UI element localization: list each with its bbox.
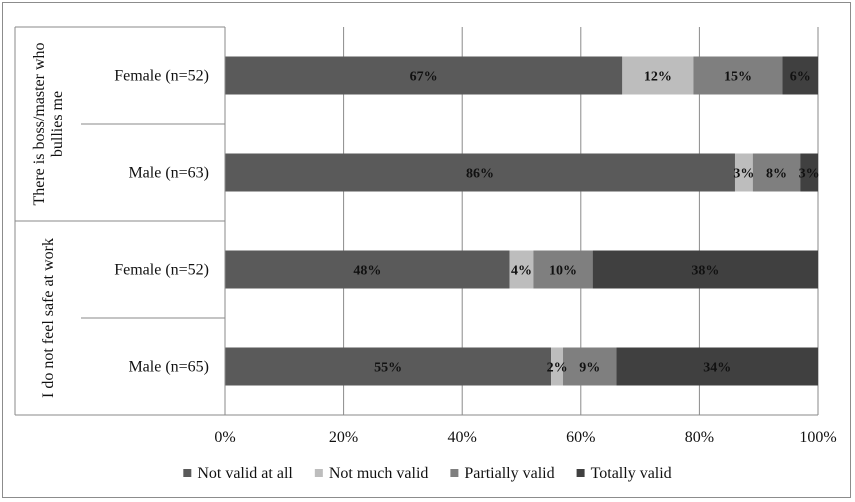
x-tick-label: 80% <box>685 429 714 446</box>
category-label: Male (n=63) <box>128 165 209 182</box>
legend-label: Totally valid <box>591 465 672 482</box>
bar-segment <box>563 347 617 386</box>
bar-segment <box>225 56 623 95</box>
legend-swatch <box>183 469 192 477</box>
x-tick-label: 100% <box>799 429 836 446</box>
bar-segment <box>782 56 818 95</box>
legend-label: Not valid at all <box>197 465 293 482</box>
data-label: 34% <box>703 361 731 376</box>
legend-label: Not much valid <box>329 465 429 482</box>
x-tick-label: 20% <box>329 429 358 446</box>
bar-segment <box>592 250 818 289</box>
category-label: Male (n=65) <box>128 359 209 376</box>
bar-segment <box>551 347 564 386</box>
bar-segment <box>734 153 753 192</box>
bar-segment <box>509 250 534 289</box>
category-label: Female (n=52) <box>114 262 209 279</box>
data-label: 6% <box>790 70 811 85</box>
legend-label: Partially valid <box>464 465 554 482</box>
data-label: 67% <box>410 70 438 85</box>
group-label-line: I do not feel safe at work <box>40 238 57 398</box>
bar-segment <box>225 250 510 289</box>
data-label: 4% <box>511 264 532 279</box>
group-label-line: There is boss/master who <box>31 42 48 205</box>
bar-segment <box>533 250 593 289</box>
x-tick-label: 40% <box>448 429 477 446</box>
data-label: 8% <box>766 167 787 182</box>
data-label: 15% <box>724 70 752 85</box>
bar-segment <box>616 347 818 386</box>
data-label: 3% <box>733 167 754 182</box>
data-label: 10% <box>549 264 577 279</box>
data-label: 12% <box>644 70 672 85</box>
group-label: I do not feel safe at work <box>40 238 57 398</box>
x-tick-label: 0% <box>214 429 235 446</box>
bar-segment <box>800 153 818 192</box>
group-label-line: bullies me <box>49 91 66 157</box>
bar-segment <box>225 347 552 386</box>
bar-segment <box>622 56 694 95</box>
category-label: Female (n=52) <box>114 68 209 85</box>
bar-segment <box>693 56 783 95</box>
bar-segment <box>225 153 735 192</box>
group-label: There is boss/master whobullies me <box>31 42 66 205</box>
data-label: 9% <box>579 361 600 376</box>
legend-swatch <box>314 469 323 477</box>
data-label: 48% <box>353 264 381 279</box>
data-label: 55% <box>374 361 402 376</box>
legend-swatch <box>576 469 585 477</box>
data-label: 86% <box>466 167 494 182</box>
stacked-bar-chart: 67% 12% 15% 6% 86% 3% 8% 3% 48% 4% 10% 38% 55% 2% 9% 34… <box>14 26 837 482</box>
data-label: 38% <box>691 264 719 279</box>
x-tick-label: 60% <box>566 429 595 446</box>
data-label: 3% <box>799 167 820 182</box>
data-label: 2% <box>547 361 568 376</box>
bar-segment <box>752 153 801 192</box>
legend-swatch <box>450 469 459 477</box>
